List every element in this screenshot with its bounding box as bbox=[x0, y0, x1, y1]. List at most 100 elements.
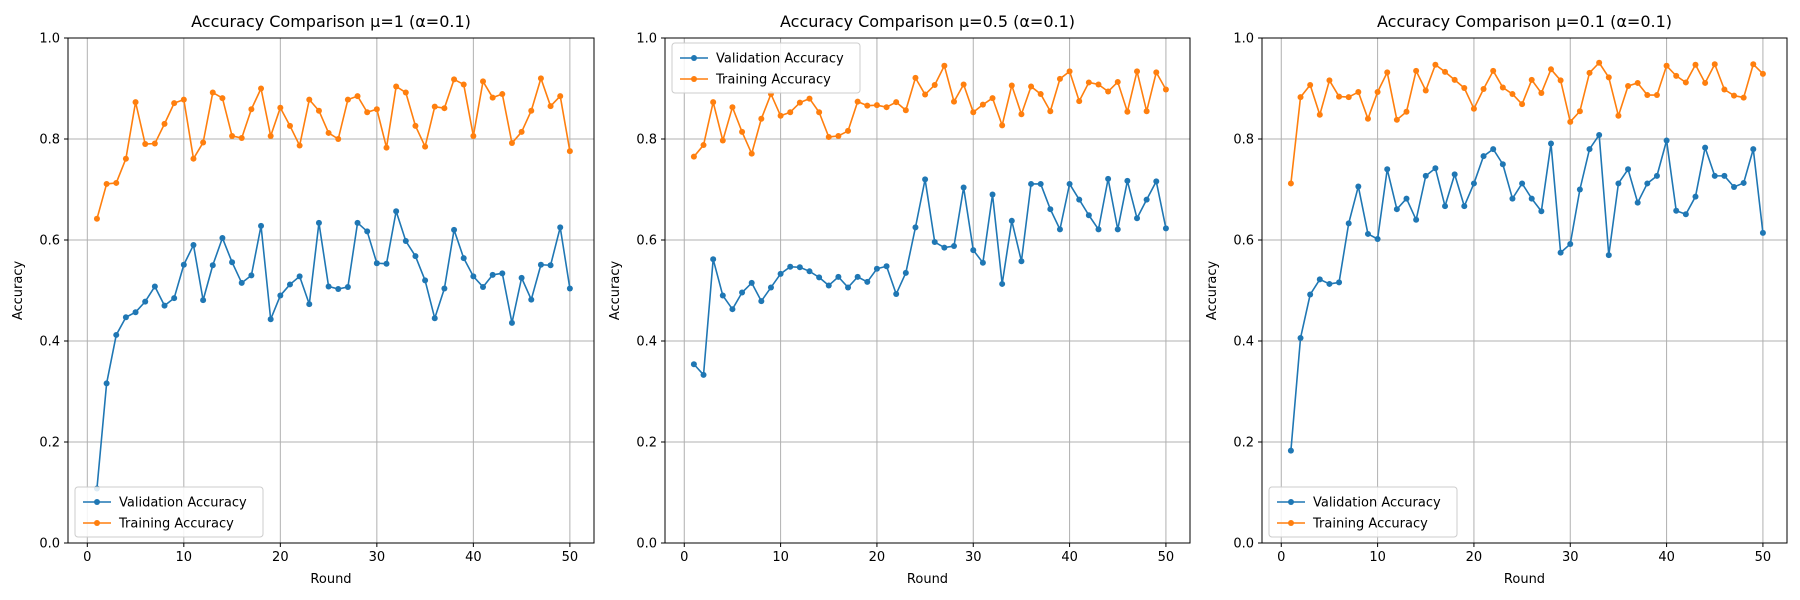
legend-marker bbox=[1288, 499, 1294, 505]
data-point-training bbox=[557, 93, 564, 100]
x-tick-label: 20 bbox=[272, 550, 289, 565]
data-point-training bbox=[1307, 81, 1314, 88]
data-point-validation bbox=[1547, 140, 1554, 147]
data-point-validation bbox=[893, 291, 900, 298]
y-tick-label: 0.4 bbox=[636, 335, 657, 350]
chart-title: Accuracy Comparison μ=0.5 (α=0.1) bbox=[780, 12, 1075, 31]
data-point-validation bbox=[970, 247, 977, 254]
data-point-training bbox=[1056, 75, 1063, 82]
data-point-validation bbox=[373, 260, 380, 267]
data-point-training bbox=[1702, 79, 1709, 86]
data-point-training bbox=[777, 112, 784, 119]
data-point-validation bbox=[1634, 199, 1641, 206]
data-point-validation bbox=[142, 298, 149, 305]
y-tick-label: 0.2 bbox=[1233, 436, 1254, 451]
data-point-validation bbox=[931, 239, 938, 246]
data-point-validation bbox=[537, 261, 544, 268]
data-point-validation bbox=[566, 285, 573, 292]
legend: Validation Accuracy Training Accuracy bbox=[74, 486, 264, 538]
data-point-validation bbox=[1442, 203, 1449, 210]
data-point-training bbox=[970, 109, 977, 116]
data-point-validation bbox=[1018, 258, 1025, 265]
plot-frame bbox=[67, 37, 595, 544]
data-point-training bbox=[1721, 86, 1728, 93]
data-point-training bbox=[219, 95, 226, 102]
data-point-validation bbox=[1134, 215, 1141, 222]
data-point-training bbox=[1384, 69, 1391, 76]
chart-panel-3: 0 10 20 30 40 50 0.0 0.2 0.4 0.6 0.8 1.0 Accuracy Co… bbox=[1205, 12, 1788, 587]
data-point-validation bbox=[441, 285, 448, 292]
data-point-training bbox=[1692, 61, 1699, 68]
y-tick-label: 0.4 bbox=[39, 335, 60, 350]
data-point-validation bbox=[1692, 193, 1699, 200]
data-point-validation bbox=[1028, 180, 1035, 187]
x-tick-label: 20 bbox=[1466, 550, 1483, 565]
data-point-training bbox=[1336, 93, 1343, 100]
legend-marker bbox=[691, 76, 697, 82]
data-point-validation bbox=[171, 295, 178, 302]
data-point-training bbox=[480, 78, 487, 85]
data-point-training bbox=[719, 137, 726, 144]
legend-box bbox=[1268, 486, 1458, 538]
data-point-validation bbox=[1162, 225, 1169, 232]
data-point-validation bbox=[1644, 180, 1651, 187]
data-point-validation bbox=[1673, 207, 1680, 214]
y-tick-label: 0.8 bbox=[636, 133, 657, 148]
data-point-validation bbox=[229, 259, 236, 266]
legend-label: Training Accuracy bbox=[1312, 517, 1428, 532]
data-point-training bbox=[1547, 66, 1554, 73]
data-point-validation bbox=[710, 256, 717, 263]
data-point-validation bbox=[180, 261, 187, 268]
data-point-validation bbox=[1461, 203, 1468, 210]
y-axis-label: Accuracy bbox=[608, 261, 623, 321]
data-point-validation bbox=[151, 283, 158, 290]
legend-box bbox=[671, 42, 861, 94]
x-tick-label: 30 bbox=[369, 550, 386, 565]
data-point-validation bbox=[777, 270, 784, 277]
data-point-validation bbox=[1364, 230, 1371, 237]
x-tick-label: 50 bbox=[562, 550, 579, 565]
data-point-validation bbox=[122, 314, 129, 321]
legend-label: Training Accuracy bbox=[715, 73, 831, 88]
data-point-training bbox=[1413, 67, 1420, 74]
data-point-training bbox=[1711, 61, 1718, 68]
data-point-validation bbox=[787, 263, 794, 270]
data-point-training bbox=[412, 122, 419, 129]
data-point-validation bbox=[835, 273, 842, 280]
data-point-validation bbox=[864, 278, 871, 285]
data-point-validation bbox=[1682, 211, 1689, 218]
data-point-validation bbox=[1095, 226, 1102, 233]
data-point-validation bbox=[1509, 195, 1516, 202]
data-point-validation bbox=[960, 184, 967, 191]
data-point-training bbox=[1634, 79, 1641, 86]
data-point-validation bbox=[267, 316, 274, 323]
data-point-training bbox=[893, 99, 900, 106]
data-point-validation bbox=[1740, 179, 1747, 186]
data-point-validation bbox=[412, 253, 419, 260]
data-point-training bbox=[941, 62, 948, 69]
data-point-training bbox=[354, 93, 361, 100]
data-point-training bbox=[1499, 84, 1506, 91]
y-tick-label: 0.2 bbox=[636, 436, 657, 451]
x-tick-label: 50 bbox=[1755, 550, 1772, 565]
data-point-validation bbox=[161, 302, 168, 309]
y-axis-label: Accuracy bbox=[11, 261, 26, 321]
data-point-training bbox=[1066, 68, 1073, 75]
data-point-training bbox=[393, 83, 400, 90]
data-point-validation bbox=[470, 273, 477, 280]
data-point-training bbox=[873, 102, 880, 109]
chart-panel-2: 0 10 20 30 40 50 0.0 0.2 0.4 0.6 0.8 1.0 Accuracy Co… bbox=[608, 12, 1191, 587]
data-point-training bbox=[883, 104, 890, 111]
data-point-training bbox=[566, 148, 573, 155]
data-point-training bbox=[690, 153, 697, 160]
data-point-validation bbox=[1008, 217, 1015, 224]
data-point-validation bbox=[999, 280, 1006, 287]
data-point-training bbox=[229, 132, 236, 139]
data-point-validation bbox=[845, 284, 852, 291]
data-point-training bbox=[103, 180, 110, 187]
data-point-training bbox=[547, 103, 554, 110]
y-tick-label: 0.0 bbox=[636, 537, 657, 552]
data-point-training bbox=[854, 98, 861, 105]
data-point-training bbox=[258, 85, 265, 92]
data-point-validation bbox=[1702, 144, 1709, 151]
